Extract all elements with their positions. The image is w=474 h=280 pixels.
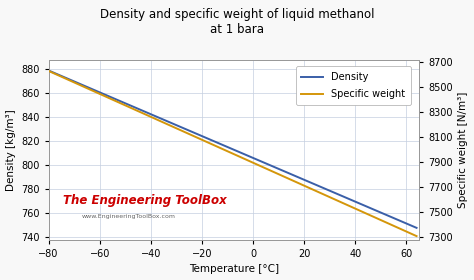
X-axis label: Temperature [°C]: Temperature [°C]	[189, 264, 279, 274]
Density	[46, 69, 52, 72]
Density	[356, 201, 362, 205]
Text: The Engineering ToolBox: The Engineering ToolBox	[64, 194, 227, 207]
Specific weight	[264, 167, 269, 171]
Density	[414, 226, 419, 230]
Specific weight	[47, 70, 53, 73]
Specific weight	[46, 69, 52, 73]
Density	[47, 69, 53, 73]
Y-axis label: Specific weight [N/m³]: Specific weight [N/m³]	[458, 92, 468, 208]
Density	[379, 211, 385, 215]
Y-axis label: Density [kg/m³]: Density [kg/m³]	[6, 109, 16, 191]
Text: www.EngineeringToolBox.com: www.EngineeringToolBox.com	[82, 214, 176, 219]
Line: Specific weight: Specific weight	[49, 71, 417, 236]
Density	[265, 162, 271, 166]
Specific weight	[414, 234, 419, 238]
Specific weight	[265, 168, 271, 171]
Density	[264, 162, 269, 165]
Density	[271, 165, 277, 169]
Specific weight	[379, 219, 385, 222]
Specific weight	[271, 170, 277, 174]
Legend: Density, Specific weight: Density, Specific weight	[296, 66, 410, 105]
Text: Density and specific weight of liquid methanol
at 1 bara: Density and specific weight of liquid me…	[100, 8, 374, 36]
Line: Density: Density	[49, 71, 417, 228]
Specific weight	[356, 209, 362, 212]
